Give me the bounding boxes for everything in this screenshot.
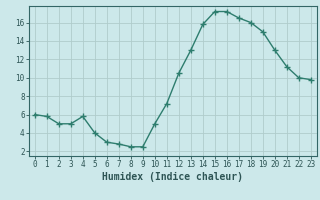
X-axis label: Humidex (Indice chaleur): Humidex (Indice chaleur) xyxy=(102,172,243,182)
